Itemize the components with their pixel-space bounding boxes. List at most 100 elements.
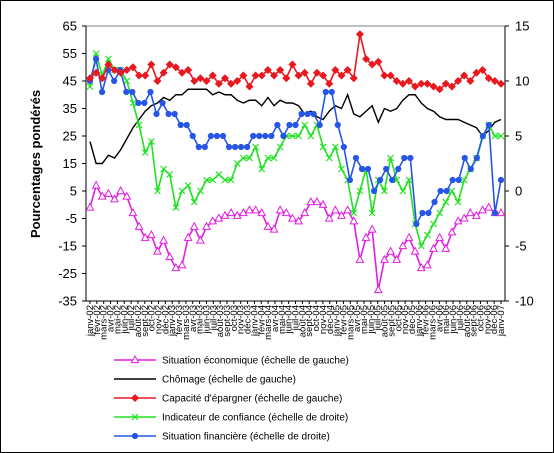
data-point bbox=[208, 71, 217, 80]
data-point bbox=[410, 246, 420, 255]
data-point bbox=[322, 88, 329, 96]
marker-stroke bbox=[86, 83, 94, 90]
data-point bbox=[262, 132, 269, 140]
x-tick-label: juil-03 bbox=[208, 305, 219, 331]
data-point bbox=[298, 110, 305, 118]
data-point bbox=[227, 79, 236, 88]
data-point bbox=[435, 85, 444, 94]
plot-area bbox=[85, 25, 506, 302]
legend-marker bbox=[130, 393, 140, 403]
data-point bbox=[233, 160, 241, 167]
data-point bbox=[377, 176, 384, 184]
data-point bbox=[233, 76, 242, 86]
data-point bbox=[340, 143, 347, 151]
data-point bbox=[202, 221, 211, 230]
series-line bbox=[89, 88, 502, 165]
data-point bbox=[292, 121, 299, 129]
x-tick-label: sept-04 bbox=[304, 305, 315, 337]
marker-stroke bbox=[325, 154, 333, 162]
marker-stroke bbox=[135, 121, 143, 129]
marker-stroke bbox=[92, 50, 100, 57]
data-point bbox=[442, 198, 450, 206]
data-point bbox=[455, 176, 462, 184]
data-point bbox=[478, 205, 488, 214]
marker-stroke bbox=[239, 154, 247, 162]
x-tick-label: mars-04 bbox=[263, 305, 274, 340]
data-point bbox=[380, 71, 389, 80]
data-point bbox=[453, 216, 463, 225]
data-point bbox=[491, 132, 499, 140]
data-point bbox=[110, 65, 119, 75]
data-point bbox=[172, 204, 180, 211]
legend-label: Indicateur de confiance (échelle de droi… bbox=[162, 413, 348, 424]
data-point bbox=[171, 110, 178, 118]
data-point bbox=[383, 165, 390, 173]
x-axis: janv-02févr-02mars-02avr-02mai-02juin-02… bbox=[85, 300, 507, 340]
right-tick-label: 10 bbox=[515, 74, 529, 89]
data-point bbox=[270, 154, 278, 162]
marker-stroke bbox=[442, 198, 450, 206]
marker-stroke bbox=[417, 242, 425, 250]
data-point bbox=[467, 165, 474, 173]
data-point bbox=[449, 176, 456, 184]
data-point bbox=[447, 82, 456, 91]
data-point bbox=[491, 209, 499, 217]
data-point bbox=[184, 182, 192, 189]
x-tick-label: oct-06 bbox=[475, 305, 486, 331]
data-point bbox=[392, 254, 402, 263]
data-point bbox=[349, 216, 359, 225]
marker-stroke bbox=[131, 413, 139, 421]
data-point bbox=[478, 65, 487, 75]
data-point bbox=[331, 143, 339, 151]
marker-stroke bbox=[166, 171, 174, 178]
data-point bbox=[485, 121, 493, 129]
data-point bbox=[324, 213, 334, 222]
data-point bbox=[111, 77, 118, 85]
data-point bbox=[153, 110, 160, 118]
marker-stroke bbox=[190, 198, 198, 206]
left-tick-label: 55 bbox=[63, 46, 77, 61]
data-point bbox=[423, 231, 431, 239]
data-point bbox=[405, 176, 413, 184]
data-point bbox=[282, 74, 291, 83]
data-point bbox=[177, 121, 184, 129]
x-tick-label: mai-02 bbox=[112, 305, 123, 334]
data-point bbox=[220, 74, 229, 83]
data-point bbox=[430, 220, 437, 228]
marker-stroke bbox=[319, 143, 327, 151]
marker-stroke bbox=[172, 204, 180, 211]
x-tick-label: juin-06 bbox=[448, 305, 459, 335]
marker-stroke bbox=[448, 187, 456, 195]
data-point bbox=[159, 68, 168, 77]
data-point bbox=[461, 154, 468, 162]
data-point bbox=[281, 207, 291, 217]
right-tick-label: 5 bbox=[515, 129, 522, 144]
data-point bbox=[447, 227, 457, 236]
data-point bbox=[343, 205, 353, 214]
data-point bbox=[250, 132, 257, 140]
data-point bbox=[436, 209, 444, 217]
data-point bbox=[214, 79, 223, 88]
x-tick-label: nov-05 bbox=[400, 305, 411, 334]
data-point bbox=[215, 171, 223, 178]
data-point bbox=[361, 232, 371, 241]
right-tick-label: -10 bbox=[515, 294, 534, 309]
data-point bbox=[196, 187, 204, 195]
legend-marker bbox=[130, 354, 140, 364]
data-point bbox=[263, 65, 272, 75]
data-point bbox=[128, 63, 137, 72]
data-point bbox=[416, 262, 426, 272]
data-point bbox=[346, 176, 353, 184]
data-point bbox=[171, 63, 180, 72]
marker-stroke bbox=[460, 176, 468, 184]
marker-stroke bbox=[289, 132, 296, 140]
data-point bbox=[195, 235, 205, 244]
legend: Situation économique (échelle de gauche)… bbox=[114, 354, 349, 443]
data-point bbox=[231, 143, 239, 151]
x-tick-label: févr-04 bbox=[256, 305, 267, 335]
data-point bbox=[368, 209, 376, 217]
data-point bbox=[85, 74, 95, 83]
x-tick-label: janv-04 bbox=[249, 305, 260, 337]
data-point bbox=[196, 74, 205, 83]
legend-label: Situation économique (échelle de gauche) bbox=[162, 356, 349, 367]
